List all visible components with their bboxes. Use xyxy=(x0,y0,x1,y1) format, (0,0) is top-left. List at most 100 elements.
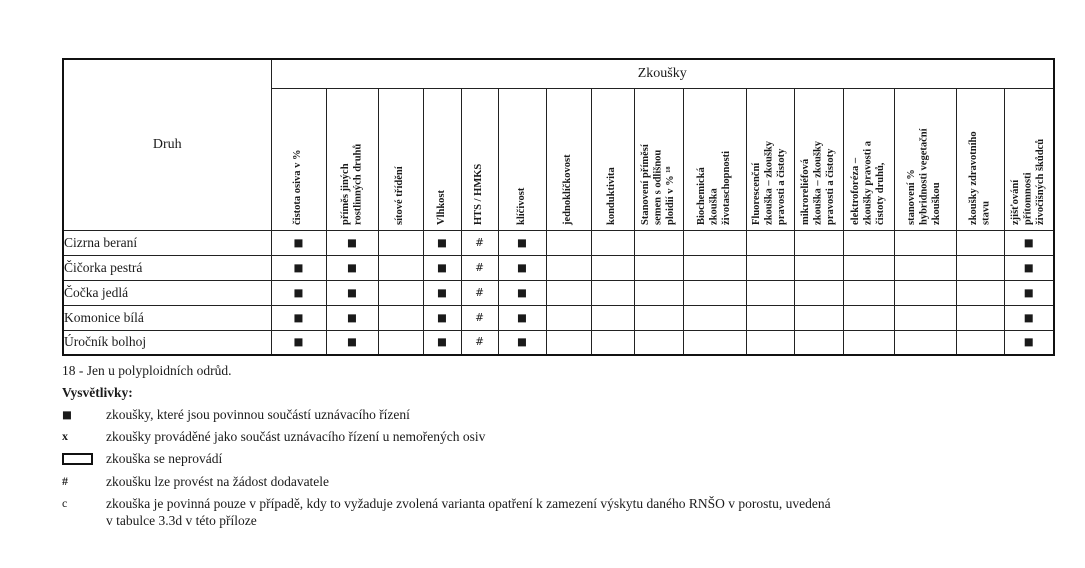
rotated-header-row: čistota osiva v % příměs jiných rostlinn… xyxy=(63,87,1055,231)
species-name: Úročník bolhoj xyxy=(62,329,272,356)
column-header-primes: příměs jiných rostlinných druhů xyxy=(339,143,363,225)
tests-group-header: Zkoušky xyxy=(270,58,1055,89)
test-cell xyxy=(955,329,1005,356)
column-header-elektroforeza: elektroforéza – zkoušky pravosti a čisto… xyxy=(849,140,886,225)
test-cell xyxy=(793,229,844,256)
test-cell xyxy=(377,229,424,256)
test-cell xyxy=(955,229,1005,256)
column-header-hybridnost: stanovení % hybridnosti vegetační zkoušk… xyxy=(906,127,943,225)
test-cell xyxy=(633,279,684,306)
legend-item-on-request: # zkoušku lze provést na žádost dodavate… xyxy=(62,474,1022,491)
test-cell xyxy=(590,254,635,281)
test-cell xyxy=(633,329,684,356)
test-cell xyxy=(955,304,1005,331)
column-header-klicivost: klíčivost xyxy=(515,187,527,225)
legend-item-text: zkouška je povinná pouze v případě, kdy … xyxy=(106,496,831,529)
test-cell: # xyxy=(460,329,499,356)
test-cell xyxy=(377,329,424,356)
test-cell: ■ xyxy=(1003,254,1055,281)
column-header-biochemicka: Biochemická zkouška životaschopnosti xyxy=(695,150,732,225)
test-cell xyxy=(682,254,747,281)
test-cell xyxy=(793,304,844,331)
seed-tests-table: Druh Zkoušky čistota osiva v % příměs ji… xyxy=(62,58,1055,356)
column-header-hts-hmks: HTS / HMKS xyxy=(473,163,485,225)
legend-item-not-performed: zkouška se neprovádí xyxy=(62,451,1022,470)
test-cell xyxy=(590,229,635,256)
test-cell xyxy=(893,329,957,356)
test-cell: # xyxy=(460,229,499,256)
test-cell xyxy=(793,279,844,306)
footnote-18: 18 - Jen u polyploidních odrůd. xyxy=(62,363,232,378)
test-cell xyxy=(745,254,795,281)
test-cell xyxy=(545,229,592,256)
test-cell: ■ xyxy=(1003,279,1055,306)
table-row: Čočka jedlá ■ ■ ■ # ■ ■ xyxy=(62,279,1055,306)
test-cell xyxy=(545,329,592,356)
test-cell: ■ xyxy=(422,304,462,331)
empty-box-icon xyxy=(62,452,93,465)
test-cell: ■ xyxy=(270,304,327,331)
test-cell: ■ xyxy=(497,304,547,331)
test-cell xyxy=(842,254,895,281)
test-cell: ■ xyxy=(497,329,547,356)
test-cell: ■ xyxy=(497,229,547,256)
test-cell: # xyxy=(460,254,499,281)
druh-column-header: Druh xyxy=(62,58,272,231)
test-cell: ■ xyxy=(1003,304,1055,331)
legend-item-text: zkoušku lze provést na žádost dodavatele xyxy=(106,474,330,490)
species-name: Komonice bílá xyxy=(62,304,272,331)
species-name: Čičorka pestrá xyxy=(62,254,272,281)
test-cell xyxy=(745,229,795,256)
test-cell: ■ xyxy=(270,229,327,256)
column-header-cistota: čistota osiva v % xyxy=(292,148,304,225)
test-cell xyxy=(745,304,795,331)
test-cell xyxy=(377,279,424,306)
legend-item-text: zkouška se neprovádí xyxy=(106,450,223,466)
test-cell xyxy=(955,279,1005,306)
column-header-mikroreliefova: mikroreliéfová zkouška – zkoušky pravost… xyxy=(799,140,836,225)
test-cell xyxy=(590,304,635,331)
test-cell: ■ xyxy=(270,279,327,306)
legend-item-mandatory: ■ zkoušky, které jsou povinnou součástí … xyxy=(62,407,1022,424)
legend-item-text: zkoušky, které jsou povinnou součástí uz… xyxy=(106,406,410,422)
test-cell: ■ xyxy=(325,279,379,306)
test-cell: ■ xyxy=(422,254,462,281)
column-header-ploidie: Stanovení příměsí semen s odlišnou ploid… xyxy=(639,143,676,225)
test-cell: ■ xyxy=(270,254,327,281)
test-cell xyxy=(745,279,795,306)
test-cell xyxy=(633,229,684,256)
test-cell xyxy=(590,279,635,306)
test-cell xyxy=(842,304,895,331)
test-cell xyxy=(745,329,795,356)
legend-item-text: zkoušky prováděné jako součást uznávacíh… xyxy=(106,428,486,444)
test-cell xyxy=(377,304,424,331)
test-cell xyxy=(633,254,684,281)
table-row: Komonice bílá ■ ■ ■ # ■ ■ xyxy=(62,304,1055,331)
test-cell: # xyxy=(460,279,499,306)
test-cell xyxy=(842,229,895,256)
test-cell xyxy=(682,304,747,331)
column-header-fluorescencni: Fluorescenční zkouška – zkoušky pravosti… xyxy=(751,140,788,225)
column-header-skudci: zjišťování přítomnosti živočišných škůdc… xyxy=(1010,138,1046,225)
column-header-zdravotni-stav: zkoušky zdravotního stavu xyxy=(967,130,991,225)
test-cell xyxy=(545,254,592,281)
filled-square-icon: ■ xyxy=(62,408,72,421)
column-header-konduktivita: konduktivita xyxy=(606,166,618,225)
species-name: Čočka jedlá xyxy=(62,279,272,306)
test-cell: ■ xyxy=(422,279,462,306)
test-cell xyxy=(545,279,592,306)
table-row: Úročník bolhoj ■ ■ ■ # ■ ■ xyxy=(62,329,1055,356)
test-cell: # xyxy=(460,304,499,331)
test-cell xyxy=(955,254,1005,281)
test-cell xyxy=(633,304,684,331)
test-cell xyxy=(590,329,635,356)
test-cell: ■ xyxy=(1003,229,1055,256)
x-symbol: x xyxy=(62,428,68,443)
test-cell: ■ xyxy=(497,254,547,281)
test-cell xyxy=(682,229,747,256)
test-cell xyxy=(842,329,895,356)
table-row: Čičorka pestrá ■ ■ ■ # ■ ■ xyxy=(62,254,1055,281)
column-header-vlhkost: Vlhkost xyxy=(435,189,447,225)
test-cell: ■ xyxy=(325,254,379,281)
